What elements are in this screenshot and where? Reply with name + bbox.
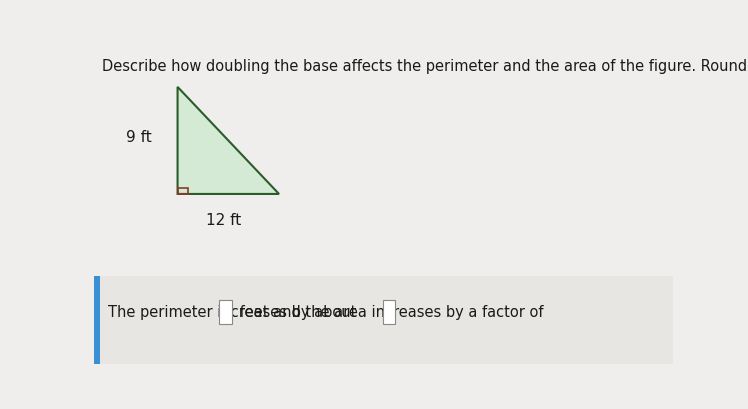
- Text: 9 ft: 9 ft: [126, 130, 151, 145]
- Text: feet and the area increases by a factor of: feet and the area increases by a factor …: [235, 305, 548, 319]
- Polygon shape: [177, 87, 279, 194]
- Bar: [219, 300, 232, 324]
- Bar: [177, 188, 188, 194]
- Bar: [382, 300, 395, 324]
- Bar: [94, 276, 100, 364]
- Text: 12 ft: 12 ft: [206, 213, 242, 228]
- Text: The perimeter increases by about: The perimeter increases by about: [108, 305, 361, 319]
- Text: Describe how doubling the base affects the perimeter and the area of the figure.: Describe how doubling the base affects t…: [102, 58, 748, 74]
- Bar: [94, 276, 673, 364]
